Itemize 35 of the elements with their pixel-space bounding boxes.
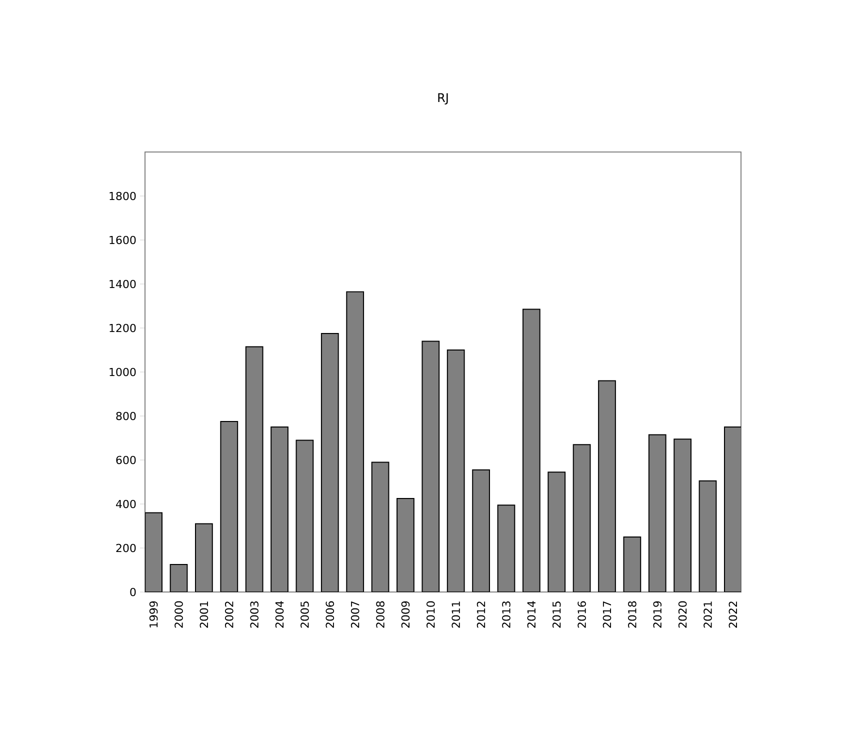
x-tick-label: 2010 — [426, 601, 435, 628]
x-tick-label: 2004 — [275, 601, 284, 628]
x-tick-label: 2014 — [527, 601, 536, 628]
x-tick-label: 2003 — [250, 601, 258, 628]
x-tick-label: 1999 — [149, 601, 158, 628]
x-tick-label: 2017 — [602, 601, 612, 628]
x-tick-label: 2011 — [452, 602, 460, 628]
x-tick-label: 2015 — [552, 602, 561, 628]
x-tick-label: 2021 — [704, 602, 712, 628]
x-tick-label: 2018 — [628, 601, 636, 628]
x-tick-label: 2020 — [678, 601, 687, 628]
x-tick-label: 2000 — [174, 601, 183, 628]
x-tick-label: 2001 — [200, 602, 208, 628]
x-tick-label: 2013 — [502, 601, 510, 628]
y-tick-label: 0 — [130, 588, 136, 596]
y-tick-label: 200 — [116, 544, 136, 552]
y-tick-label: 1600 — [110, 236, 136, 244]
chart-title: RJ — [438, 93, 448, 104]
x-tick-label: 2008 — [376, 601, 384, 628]
y-tick-label: 1800 — [110, 192, 136, 200]
x-tick-label: 2012 — [476, 602, 486, 628]
x-tick-label: 2002 — [224, 602, 234, 628]
y-tick-label: 1400 — [110, 280, 136, 288]
x-tick-label: 2005 — [300, 602, 309, 628]
x-tick-label: 2006 — [326, 601, 334, 628]
x-tick-label: 2019 — [653, 601, 662, 628]
y-tick-label: 1200 — [110, 324, 136, 332]
y-tick-label: 800 — [116, 412, 136, 420]
x-tick-label: 2022 — [728, 602, 738, 628]
y-tick-label: 600 — [116, 456, 136, 464]
y-tick-label: 1000 — [110, 368, 136, 376]
x-tick-label: 2009 — [401, 601, 410, 628]
x-tick-label: 2007 — [350, 601, 360, 628]
x-tick-label: 2016 — [578, 601, 586, 628]
y-tick-label: 400 — [116, 500, 136, 508]
